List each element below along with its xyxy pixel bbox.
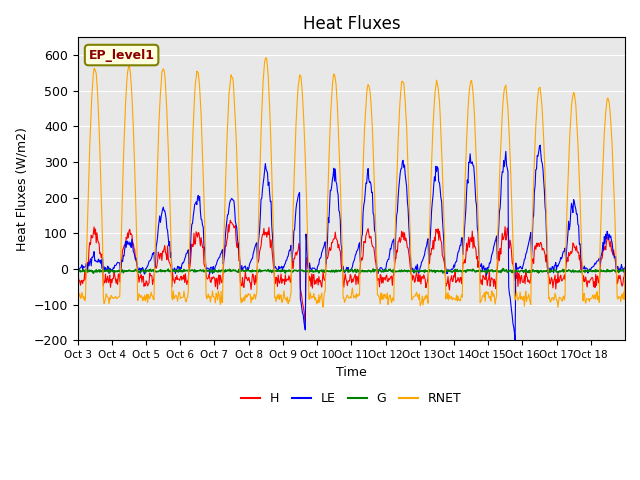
Legend: H, LE, G, RNET: H, LE, G, RNET [236,387,467,410]
X-axis label: Time: Time [336,366,367,379]
Title: Heat Fluxes: Heat Fluxes [303,15,400,33]
Text: EP_level1: EP_level1 [88,48,155,61]
Y-axis label: Heat Fluxes (W/m2): Heat Fluxes (W/m2) [15,127,28,251]
